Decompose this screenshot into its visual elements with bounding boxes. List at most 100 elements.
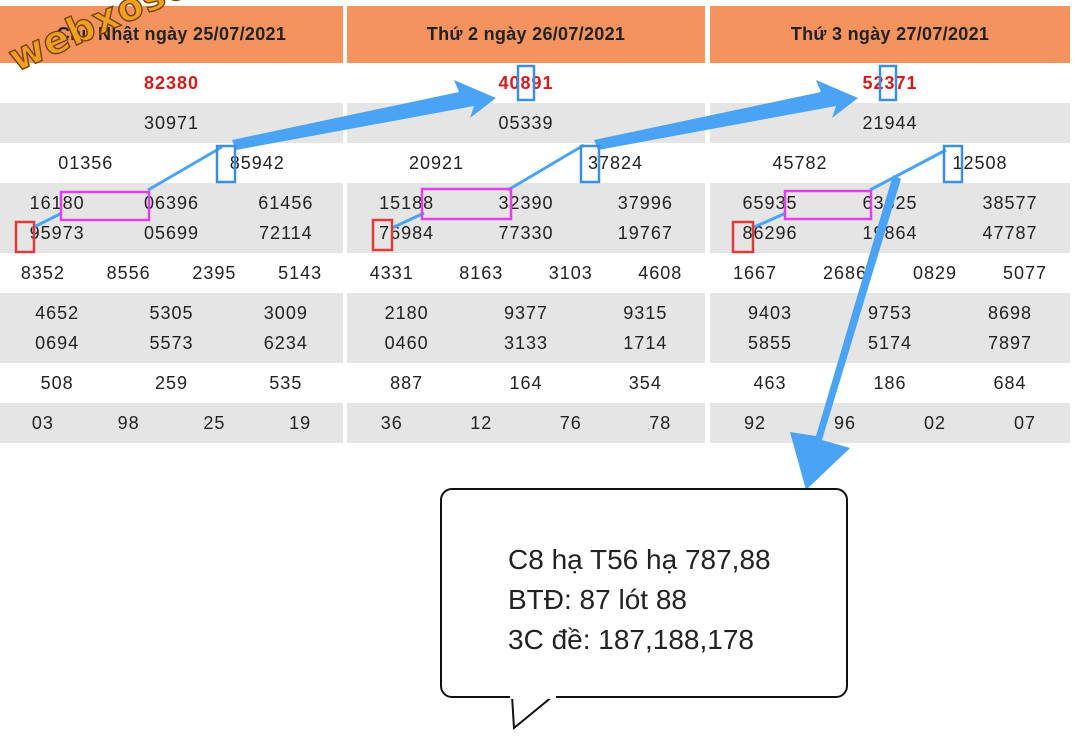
- prize4-value: 4331: [369, 262, 414, 283]
- prize6-value: 259: [154, 372, 189, 393]
- prize2-value: 20921: [408, 152, 465, 173]
- prize5-value: 3009: [263, 302, 308, 323]
- comment-bubble: C8 hạ T56 hạ 787,88 BTĐ: 87 lót 88 3C đề…: [440, 488, 848, 698]
- prize3-value: 65935: [742, 192, 798, 213]
- prize7-value: 96: [833, 412, 857, 433]
- special-prize-row: 82380: [0, 63, 343, 103]
- bubble-line-1: C8 hạ T56 hạ 787,88: [508, 544, 771, 575]
- prize2-value: 45782: [772, 152, 828, 173]
- prize4-value: 3103: [548, 262, 593, 283]
- prize2-value: 37824: [587, 152, 644, 173]
- bubble-line-3: 3C đề: 187,188,178: [508, 624, 754, 655]
- prize4-row: 1667 2686 0829 5077: [710, 253, 1070, 293]
- prize7-row: 03 98 25 19: [0, 403, 343, 443]
- special-prize-value: 82380: [143, 72, 200, 93]
- prize5-value: 5305: [149, 302, 194, 323]
- prize1-row: 21944: [710, 103, 1070, 143]
- prize6-value: 186: [873, 372, 907, 393]
- day-header: Thứ 2 ngày 26/07/2021: [347, 6, 705, 63]
- prize7-value: 76: [559, 412, 582, 433]
- results-table-day2: Thứ 2 ngày 26/07/2021 40891 05339 20921 …: [347, 6, 705, 443]
- prize5-value: 7897: [987, 332, 1033, 353]
- prize3-value: 32390: [498, 192, 554, 213]
- prize2-value: 01356: [58, 152, 114, 173]
- prize3-row: 65935 63625 38577 86296 19864 47787: [710, 183, 1070, 253]
- prize3-value: 37996: [617, 192, 673, 213]
- prize7-value: 78: [649, 412, 672, 433]
- prize4-value: 0829: [912, 262, 958, 283]
- prize2-value: 85942: [229, 152, 285, 173]
- prize3-value: 76984: [379, 222, 435, 243]
- prize4-value: 2395: [192, 262, 237, 283]
- prize6-row: 508 259 535: [0, 363, 343, 403]
- prize7-value: 25: [203, 412, 226, 433]
- prize3-value: 47787: [982, 222, 1038, 243]
- prize7-value: 92: [743, 412, 767, 433]
- prize3-value: 95973: [29, 222, 85, 243]
- prize3-value: 16180: [29, 192, 85, 213]
- bubble-line-2: BTĐ: 87 lót 88: [508, 584, 687, 615]
- prize7-row: 92 96 02 07: [710, 403, 1070, 443]
- prize6-value: 684: [993, 372, 1027, 393]
- prize1-row: 30971: [0, 103, 343, 143]
- prize2-row: 45782 12508: [710, 143, 1070, 183]
- prize3-value: 05699: [143, 222, 200, 243]
- prize7-value: 03: [31, 412, 54, 433]
- prize7-value: 12: [470, 412, 493, 433]
- prize6-value: 463: [753, 372, 787, 393]
- prize7-value: 02: [923, 412, 947, 433]
- prize3-value: 72114: [258, 222, 313, 243]
- prize2-row: 01356 85942: [0, 143, 343, 183]
- prize1-value: 21944: [862, 112, 918, 133]
- prize5-value: 5573: [149, 332, 194, 353]
- prize3-row: 15188 32390 37996 76984 77330 19767: [347, 183, 705, 253]
- day-header-label: Thứ 2 ngày 26/07/2021: [426, 24, 626, 44]
- prize5-value: 8698: [987, 302, 1033, 323]
- prize5-value: 9403: [747, 302, 793, 323]
- prize1-row: 05339: [347, 103, 705, 143]
- prize4-value: 1667: [732, 262, 778, 283]
- prize6-value: 354: [628, 372, 662, 393]
- special-prize-row: 40891: [347, 63, 705, 103]
- prize4-value: 8163: [459, 262, 504, 283]
- prize5-row: 4652 5305 3009 0694 5573 6234: [0, 293, 343, 363]
- prize5-value: 0694: [35, 332, 80, 353]
- prize5-value: 0460: [384, 332, 429, 353]
- prize6-value: 887: [390, 372, 424, 393]
- prize6-value: 535: [269, 372, 303, 393]
- prize4-value: 8556: [106, 262, 151, 283]
- prize4-row: 8352 8556 2395 5143: [0, 253, 343, 293]
- prize4-value: 2686: [822, 262, 868, 283]
- prize2-row: 20921 37824: [347, 143, 705, 183]
- day-header: Thứ 3 ngày 27/07/2021: [710, 6, 1070, 63]
- prize5-value: 9315: [623, 302, 668, 323]
- special-prize-row: 52371: [710, 63, 1070, 103]
- prize4-value: 5143: [278, 262, 323, 283]
- prize7-row: 36 12 76 78: [347, 403, 705, 443]
- prize3-value: 38577: [982, 192, 1038, 213]
- results-table-day1: Chủ Nhật ngày 25/07/2021 82380 30971 013…: [0, 6, 343, 443]
- prize6-value: 164: [509, 372, 543, 393]
- prize5-row: 2180 9377 9315 0460 3133 1714: [347, 293, 705, 363]
- prize3-row: 16180 06396 61456 95973 05699 72114: [0, 183, 343, 253]
- prize7-value: 19: [289, 412, 312, 433]
- prize3-value: 63625: [862, 192, 918, 213]
- prize5-value: 5855: [747, 332, 793, 353]
- day-header-label: Chủ Nhật ngày 25/07/2021: [56, 24, 287, 44]
- prize1-value: 05339: [498, 112, 554, 133]
- prize7-value: 07: [1013, 412, 1037, 433]
- prize5-value: 1714: [623, 332, 668, 353]
- prize7-value: 36: [380, 412, 403, 433]
- results-table-day3: Thứ 3 ngày 27/07/2021 52371 21944 45782 …: [710, 6, 1070, 443]
- prize6-row: 463 186 684: [710, 363, 1070, 403]
- prize5-value: 4652: [35, 302, 80, 323]
- prize3-value: 15188: [379, 192, 435, 213]
- prize5-value: 9377: [503, 302, 549, 323]
- prize2-value: 12508: [952, 152, 1008, 173]
- prize4-value: 4608: [638, 262, 683, 283]
- prize3-value: 19767: [617, 222, 673, 243]
- prize5-value: 3133: [503, 332, 549, 353]
- prize3-value: 19864: [862, 222, 918, 243]
- prize1-value: 30971: [143, 112, 200, 133]
- prize5-row: 9403 9753 8698 5855 5174 7897: [710, 293, 1070, 363]
